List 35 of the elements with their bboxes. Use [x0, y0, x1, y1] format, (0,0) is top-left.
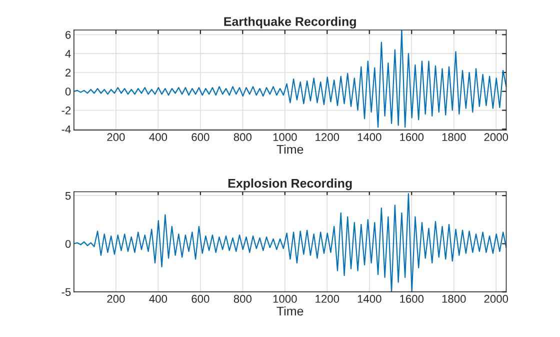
x-tick-label: 1600 — [400, 133, 424, 142]
chart-title: Explosion Recording — [228, 178, 352, 190]
y-tick-label: 0 — [65, 88, 71, 96]
x-tick-label: 2000 — [484, 294, 508, 303]
x-tick-label: 400 — [149, 133, 168, 142]
y-tick-label: 0 — [65, 240, 71, 248]
x-axis-title: Time — [276, 306, 304, 316]
x-tick-label: 800 — [234, 294, 252, 303]
y-tick-label: 5 — [65, 192, 71, 200]
x-tick-label: 200 — [107, 133, 125, 142]
y-tick-label: 2 — [66, 68, 71, 77]
x-axis-title: Time — [276, 144, 304, 154]
x-tick-label: 800 — [234, 133, 252, 142]
x-tick-label: 1000 — [273, 294, 297, 303]
x-tick-label: 1800 — [442, 133, 466, 142]
y-tick-label: 4 — [65, 50, 71, 58]
y-tick-label: -2 — [62, 106, 71, 114]
x-tick-label: 2000 — [484, 133, 508, 142]
x-tick-label: 600 — [192, 133, 210, 142]
y-tick-label: -5 — [62, 288, 71, 296]
x-tick-label: 1800 — [442, 294, 466, 303]
line-series — [74, 30, 506, 128]
x-tick-label: 1600 — [400, 294, 424, 303]
chart-title: Earthquake Recording — [224, 16, 356, 28]
y-tick-label: 6 — [66, 30, 71, 39]
line-series — [74, 193, 506, 292]
y-tick-label: -4 — [62, 126, 71, 134]
x-tick-label: 1400 — [358, 294, 382, 303]
x-tick-label: 600 — [192, 294, 210, 303]
x-tick-label: 1400 — [358, 133, 382, 142]
x-tick-label: 400 — [149, 294, 168, 303]
x-tick-label: 200 — [107, 294, 125, 303]
x-tick-label: 1200 — [316, 294, 340, 303]
x-tick-label: 1200 — [316, 133, 340, 142]
x-tick-label: 1000 — [273, 133, 297, 142]
